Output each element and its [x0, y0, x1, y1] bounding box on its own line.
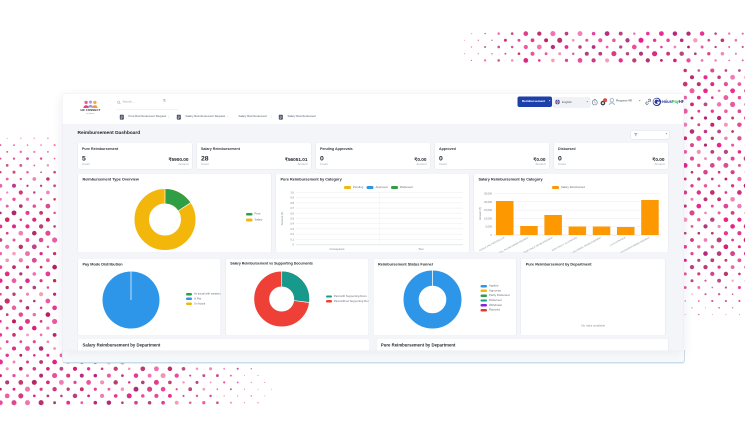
svg-text:0.3: 0.3: [290, 227, 294, 231]
svg-text:Tour: Tour: [418, 247, 423, 251]
svg-text:Amount (₹): Amount (₹): [280, 212, 284, 226]
svg-text:20,000: 20,000: [484, 200, 492, 204]
svg-text:0.4: 0.4: [290, 222, 294, 226]
svg-text:BOOKS AND PERIODICALS: BOOKS AND PERIODICALS: [479, 236, 506, 252]
svg-text:0.2: 0.2: [290, 232, 294, 236]
svg-text:Amount (₹): Amount (₹): [478, 207, 482, 220]
svg-text:0.7: 0.7: [290, 206, 294, 210]
svg-text:ELECTRICITY ALLOWANCE: ELECTRICITY ALLOWANCE: [551, 236, 578, 252]
svg-text:15,000: 15,000: [484, 208, 492, 212]
svg-text:0: 0: [491, 233, 493, 237]
svg-text:0.6: 0.6: [290, 211, 294, 215]
svg-text:0.5: 0.5: [290, 217, 294, 221]
svg-text:0: 0: [293, 243, 295, 247]
svg-text:0.1: 0.1: [290, 237, 294, 241]
svg-text:LTA ALLOWANCE: LTA ALLOWANCE: [609, 236, 627, 247]
svg-text:1.0: 1.0: [290, 191, 294, 195]
svg-text:Conveyance: Conveyance: [330, 247, 345, 251]
svg-text:0.8: 0.8: [290, 201, 294, 205]
svg-text:25,000: 25,000: [484, 192, 492, 196]
svg-text:10,000: 10,000: [484, 216, 492, 220]
svg-text:5,000: 5,000: [486, 225, 493, 229]
svg-text:0.9: 0.9: [290, 196, 294, 200]
